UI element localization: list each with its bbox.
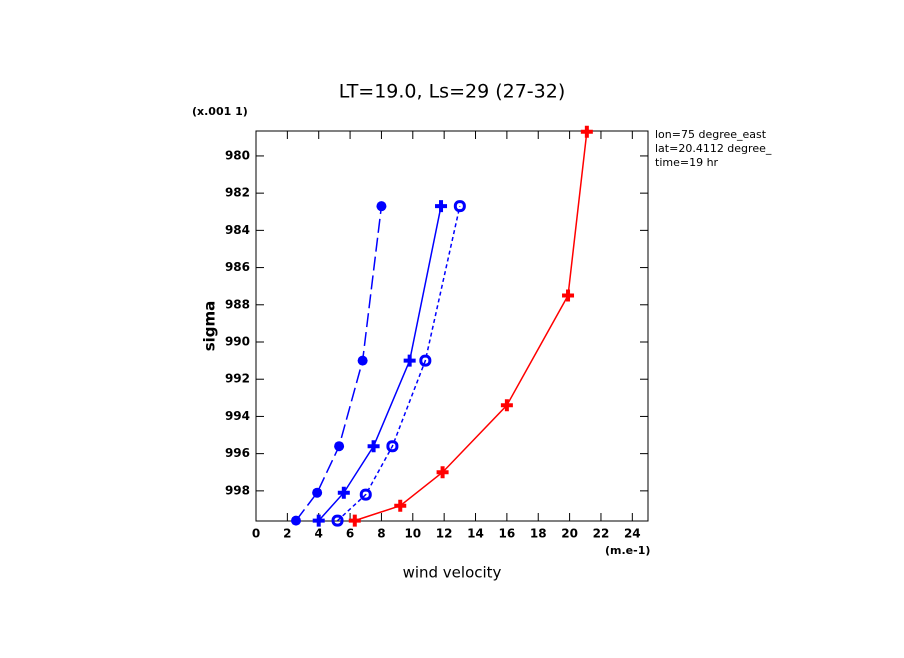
marker (453, 200, 466, 213)
annotation: time=19 hr (655, 156, 719, 169)
y-units: (x.001 1) (192, 105, 248, 118)
x-tick-label: 8 (377, 527, 385, 541)
x-tick-label: 10 (404, 527, 421, 541)
annotation: lon=75 degree_east (655, 128, 767, 141)
y-tick-label: 982 (225, 186, 250, 200)
y-tick-label: 998 (225, 483, 250, 497)
x-tick-label: 12 (436, 527, 453, 541)
x-tick-label: 22 (593, 527, 610, 541)
marker (580, 125, 593, 138)
y-tick-label: 990 (225, 335, 250, 349)
y-tick-label: 994 (225, 409, 250, 423)
x-axis-label: wind velocity (403, 564, 502, 582)
marker (359, 488, 372, 501)
y-tick-label: 988 (225, 297, 250, 311)
y-tick-label: 986 (225, 260, 250, 274)
marker (312, 487, 323, 498)
marker (403, 354, 416, 367)
marker (290, 515, 301, 526)
marker (376, 201, 387, 212)
x-tick-label: 6 (346, 527, 354, 541)
marker (357, 355, 368, 366)
x-units: (m.e-1) (605, 544, 650, 557)
x-tick-label: 24 (624, 527, 641, 541)
x-tick-label: 20 (561, 527, 578, 541)
x-tick-label: 14 (467, 527, 484, 541)
marker (436, 466, 449, 479)
chart-title: LT=19.0, Ls=29 (27-32) (339, 81, 566, 103)
line (337, 206, 461, 522)
plot-frame (255, 130, 649, 522)
marker (367, 440, 380, 453)
x-tick-label: 4 (315, 527, 323, 541)
marker (337, 486, 350, 499)
marker (312, 514, 325, 527)
y-tick-label: 980 (225, 148, 250, 162)
marker (386, 440, 399, 453)
marker (331, 514, 344, 527)
marker (348, 514, 361, 527)
x-tick-label: 16 (499, 527, 516, 541)
annotation: lat=20.4112 degree_ (655, 142, 772, 155)
marker (419, 354, 432, 367)
x-tick-label: 18 (530, 527, 547, 541)
marker (334, 441, 345, 452)
y-tick-label: 992 (225, 372, 250, 386)
y-tick-label: 984 (225, 223, 250, 237)
marker (500, 399, 513, 412)
line (354, 131, 588, 522)
line (295, 206, 383, 522)
x-tick-label: 2 (283, 527, 291, 541)
y-axis-label: sigma (201, 301, 219, 352)
y-tick-label: 996 (225, 446, 250, 460)
marker (562, 289, 575, 302)
marker (435, 200, 448, 213)
marker (394, 499, 407, 512)
x-tick-label: 0 (252, 527, 260, 541)
